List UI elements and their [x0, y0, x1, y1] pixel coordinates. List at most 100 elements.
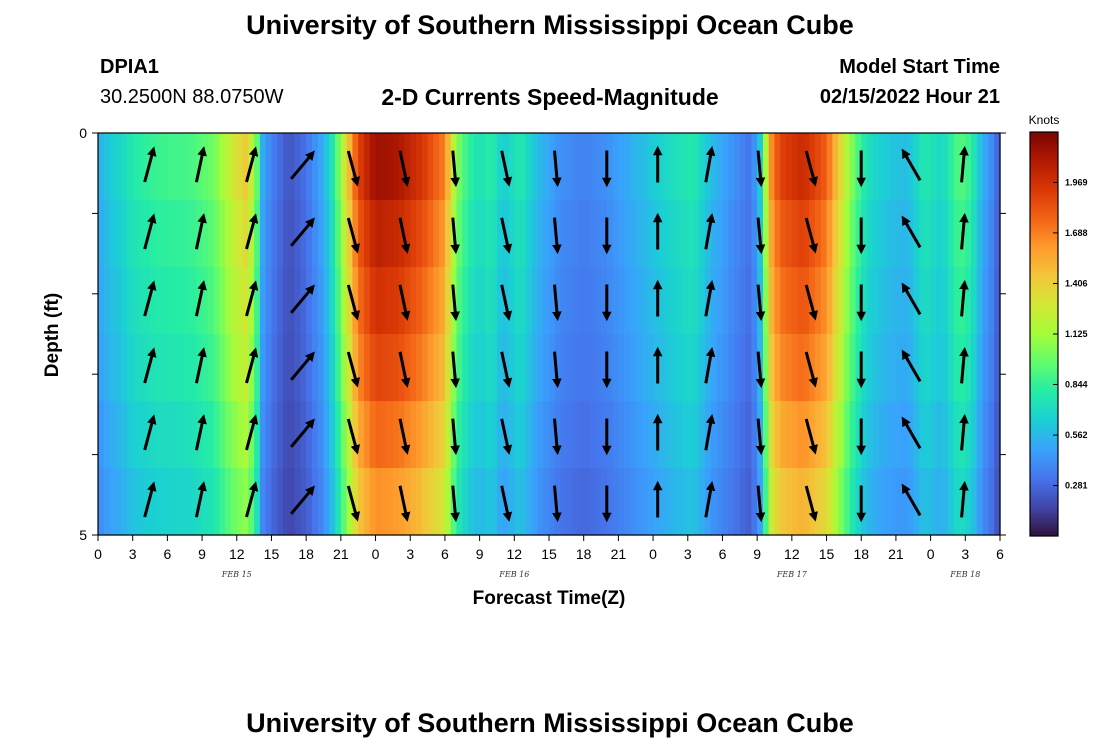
heatmap-cell — [855, 401, 862, 469]
heatmap-cell — [416, 200, 423, 268]
heatmap-cell — [444, 200, 452, 268]
heatmap-cell — [901, 334, 909, 402]
heatmap-cell — [462, 133, 469, 201]
current-vector-arrow — [346, 284, 360, 321]
current-vector-arrow — [398, 485, 411, 522]
heatmap-cell — [820, 334, 828, 402]
heatmap-cell — [525, 133, 533, 201]
heatmap-cell — [976, 401, 984, 469]
heatmap-cell — [456, 267, 463, 335]
heatmap-cell — [387, 401, 394, 469]
heatmap-cell — [236, 133, 244, 201]
heatmap-cell — [589, 267, 596, 335]
heatmap-cell — [352, 200, 359, 268]
heatmap-cell — [259, 267, 267, 335]
heatmap-cell — [138, 200, 145, 268]
heatmap-cell — [838, 133, 845, 201]
heatmap-cell — [242, 133, 249, 201]
heatmap-cell — [340, 200, 348, 268]
heatmap-cell — [572, 334, 579, 402]
heatmap-cell — [468, 334, 475, 402]
heatmap-cell — [930, 468, 937, 536]
heatmap-cell — [635, 267, 643, 335]
heatmap-cell — [699, 267, 706, 335]
heatmap-cell — [161, 200, 168, 268]
heatmap-cell — [774, 401, 781, 469]
heatmap-cell — [867, 401, 874, 469]
heatmap-cell — [473, 334, 481, 402]
heatmap-cell — [254, 200, 261, 268]
current-vector-arrow — [143, 347, 157, 384]
heatmap-cell — [641, 468, 648, 536]
heatmap-cell — [491, 334, 498, 402]
heatmap-cell — [121, 133, 128, 201]
heatmap-cell — [583, 267, 591, 335]
heatmap-cell — [710, 200, 718, 268]
heatmap-cell — [861, 401, 868, 469]
heatmap-cell — [473, 401, 481, 469]
heatmap-cell — [797, 133, 805, 201]
heatmap-cell — [722, 267, 729, 335]
heatmap-cell — [190, 200, 197, 268]
heatmap-cell — [670, 200, 677, 268]
heatmap-cell — [878, 334, 885, 402]
heatmap-cell — [254, 401, 261, 469]
heatmap-cell — [323, 267, 330, 335]
heatmap-cell — [150, 401, 157, 469]
heatmap-cell — [994, 401, 1001, 469]
heatmap-cell — [225, 133, 232, 201]
heatmap-cell — [381, 334, 388, 402]
x-tick-label: 3 — [406, 546, 414, 562]
heatmap-cell — [930, 334, 937, 402]
heatmap-cell — [982, 267, 990, 335]
heatmap-cell — [687, 267, 695, 335]
heatmap-cell — [230, 401, 238, 469]
heatmap-cell — [346, 334, 354, 402]
heatmap-cell — [797, 401, 805, 469]
heatmap-cell — [780, 468, 787, 536]
heatmap-cell — [392, 133, 400, 201]
heatmap-cell — [404, 267, 411, 335]
heatmap-cell — [485, 267, 492, 335]
heatmap-cell — [468, 401, 475, 469]
station-id: DPIA1 — [100, 56, 159, 78]
current-vector-arrow — [704, 145, 716, 183]
heatmap-cell — [919, 200, 926, 268]
x-tick-label: 0 — [94, 546, 102, 562]
heatmap-cell — [421, 133, 429, 201]
heatmap-cell — [635, 468, 643, 536]
heatmap-cell — [178, 267, 186, 335]
heatmap-cell — [739, 401, 747, 469]
heatmap-cell — [676, 200, 683, 268]
heatmap-cell — [537, 200, 544, 268]
heatmap-cell — [780, 401, 787, 469]
heatmap-cell — [294, 334, 301, 402]
heatmap-cell — [329, 468, 336, 536]
heatmap-cell — [867, 468, 874, 536]
current-vector-arrow — [143, 280, 157, 317]
heatmap-cell — [121, 200, 128, 268]
heatmap-cell — [734, 200, 741, 268]
heatmap-cell — [601, 200, 608, 268]
heatmap-cell — [924, 334, 932, 402]
heatmap-cell — [126, 468, 134, 536]
current-vector-arrow — [959, 346, 969, 384]
heatmap-cell — [549, 401, 556, 469]
heatmap-cell — [190, 468, 197, 536]
heatmap-cell — [161, 401, 168, 469]
heatmap-cell — [595, 401, 602, 469]
heatmap-cell — [468, 468, 475, 536]
heatmap-cell — [884, 267, 891, 335]
heatmap-cell — [473, 133, 481, 201]
current-vector-arrow — [290, 150, 315, 180]
heatmap-cell — [554, 133, 562, 201]
heatmap-cell — [890, 267, 897, 335]
heatmap-cell — [890, 334, 897, 402]
heatmap-cell — [641, 200, 648, 268]
heatmap-cell — [676, 468, 683, 536]
heatmap-cell — [855, 468, 862, 536]
heatmap-cell — [416, 468, 423, 536]
heatmap-cell — [629, 267, 637, 335]
heatmap-cell — [641, 133, 648, 201]
heatmap-cell — [768, 468, 776, 536]
